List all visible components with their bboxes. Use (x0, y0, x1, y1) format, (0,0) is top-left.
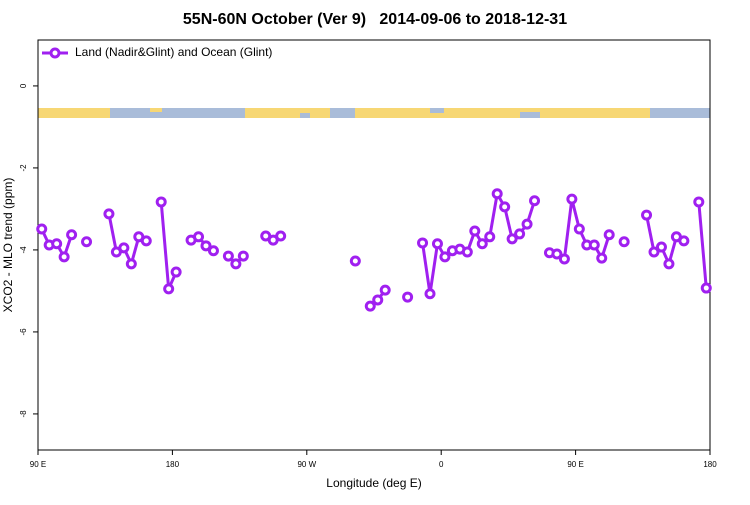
legend-marker (49, 47, 61, 59)
data-point (417, 237, 429, 249)
data-point (402, 291, 414, 303)
data-point (476, 238, 488, 250)
x-tick-label: 180 (703, 460, 717, 469)
y-axis-label: XCO2 - MLO trend (ppm) (1, 178, 15, 313)
data-point (275, 230, 287, 242)
data-point (372, 294, 384, 306)
data-point (51, 238, 63, 250)
data-point (58, 251, 70, 263)
data-point (700, 282, 712, 294)
data-point (125, 258, 137, 270)
data-point (439, 251, 451, 263)
data-point (484, 231, 496, 243)
series-line (40, 189, 708, 308)
land-ocean-strip (38, 108, 710, 118)
data-point (655, 241, 667, 253)
data-point (222, 250, 234, 262)
x-axis-label: Longitude (deg E) (326, 476, 421, 490)
y-tick-label: 0 (19, 83, 28, 88)
data-point (155, 196, 167, 208)
y-tick-label: -6 (19, 328, 28, 336)
data-point (491, 188, 503, 200)
data-point (693, 196, 705, 208)
y-tick-label: -4 (19, 246, 28, 254)
data-point (103, 208, 115, 220)
x-tick-label: 90 E (567, 460, 583, 469)
x-tick-label: 90 E (30, 460, 46, 469)
plot-frame (37, 39, 711, 451)
y-tick-label: -2 (19, 164, 28, 172)
data-point (36, 223, 48, 235)
data-point (469, 225, 481, 237)
data-point (207, 245, 219, 257)
data-point (237, 250, 249, 262)
data-point (81, 236, 93, 248)
data-point (66, 229, 78, 241)
data-point (551, 248, 563, 260)
data-point (170, 266, 182, 278)
data-point (678, 235, 690, 247)
data-point (596, 252, 608, 264)
data-point (193, 231, 205, 243)
data-point (618, 236, 630, 248)
data-point (603, 229, 615, 241)
data-point (641, 209, 653, 221)
data-point (566, 193, 578, 205)
y-tick-label: -8 (19, 410, 28, 418)
data-point (230, 258, 242, 270)
data-point (200, 240, 212, 252)
legend: Land (Nadir&Glint) and Ocean (Glint) (42, 45, 272, 59)
data-point (118, 242, 130, 254)
data-point (663, 258, 675, 270)
data-point (573, 223, 585, 235)
data-point (506, 233, 518, 245)
data-point (648, 246, 660, 258)
x-tick-label: 0 (439, 460, 444, 469)
legend-label: Land (Nadir&Glint) and Ocean (Glint) (75, 45, 272, 59)
data-point (558, 253, 570, 265)
data-point (349, 255, 361, 267)
data-point (424, 288, 436, 300)
data-point (364, 300, 376, 312)
data-point (379, 284, 391, 296)
data-point (499, 201, 511, 213)
chart-title: 55N-60N October (Ver 9) 2014-09-06 to 20… (183, 11, 567, 28)
data-point (140, 235, 152, 247)
x-tick-label: 90 W (297, 460, 316, 469)
data-point (521, 218, 533, 230)
data-point (529, 195, 541, 207)
data-point (514, 228, 526, 240)
x-tick-label: 180 (166, 460, 180, 469)
data-point (588, 239, 600, 251)
data-point (163, 283, 175, 295)
data-point (461, 246, 473, 258)
data-point (431, 238, 443, 250)
